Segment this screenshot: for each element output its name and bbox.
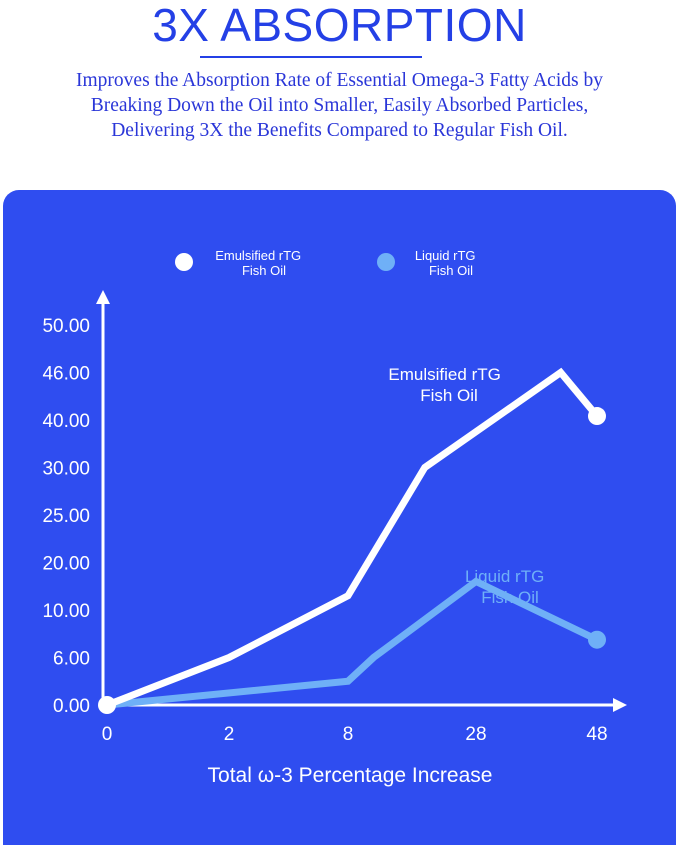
series-line-liquid	[103, 577, 601, 709]
chart-axes	[96, 290, 627, 712]
y-tick-label: 30.00	[42, 459, 90, 480]
subtitle-line: Improves the Absorption Rate of Essentia…	[76, 70, 603, 91]
legend-marker-emulsified	[175, 253, 193, 271]
series-label-line: Fish Oil	[481, 588, 539, 607]
y-tick-label: 46.00	[42, 364, 90, 385]
series-label-line: Fish Oil	[420, 386, 478, 405]
series-end-point-liquid	[588, 630, 606, 649]
chart-panel	[3, 190, 676, 845]
x-axis-arrow	[613, 698, 627, 712]
legend-label-line: Emulsified rTG	[215, 248, 301, 263]
legend-label-line: Fish Oil	[242, 263, 286, 278]
y-tick-label: 20.00	[42, 554, 90, 575]
chart-series	[98, 367, 606, 714]
y-axis-arrow	[96, 290, 110, 304]
page-subtitle: Improves the Absorption Rate of Essentia…	[14, 68, 665, 143]
series-label-line: Liquid rTG	[465, 567, 544, 586]
page-title: 3X ABSORPTION	[152, 0, 527, 51]
legend-label-liquid: Liquid rTG Fish Oil	[415, 248, 479, 278]
y-tick-labels: 0.00 6.00 10.00 20.00 25.00 30.00 40.00 46.00 50…	[42, 316, 90, 717]
subtitle-line: Breaking Down the Oil into Smaller, Easi…	[90, 95, 589, 116]
y-tick-label: 50.00	[42, 316, 90, 337]
legend-label-line: Liquid rTG	[415, 248, 476, 263]
x-tick-label: 8	[343, 724, 354, 745]
x-tick-label: 48	[586, 724, 607, 745]
title-underline	[200, 56, 422, 58]
y-tick-label: 10.00	[42, 601, 90, 622]
series-label-liquid: Liquid rTG Fish Oil	[465, 567, 549, 607]
series-label-line: Emulsified rTG	[388, 365, 500, 384]
y-tick-label: 6.00	[53, 649, 90, 670]
y-tick-label: 40.00	[42, 411, 90, 432]
x-tick-labels: 0 2 8 28 48	[102, 724, 608, 745]
legend-label-line: Fish Oil	[429, 263, 473, 278]
y-tick-label: 0.00	[53, 696, 90, 717]
series-label-emulsified: Emulsified rTG Fish Oil	[388, 365, 505, 405]
y-tick-label: 25.00	[42, 506, 90, 527]
x-tick-label: 2	[224, 724, 235, 745]
subtitle-line: Delivering 3X the Benefits Compared to R…	[111, 120, 568, 141]
series-line-emulsified	[103, 367, 601, 709]
legend-marker-liquid	[377, 253, 395, 271]
origin-point	[98, 696, 116, 714]
chart-legend: Emulsified rTG Fish Oil Liquid rTG Fish …	[175, 248, 479, 278]
x-tick-label: 28	[465, 724, 486, 745]
series-end-point-emulsified	[588, 407, 606, 426]
x-tick-label: 0	[102, 724, 113, 745]
legend-label-emulsified: Emulsified rTG Fish Oil	[215, 248, 305, 278]
x-axis-title: Total ω-3 Percentage Increase	[208, 764, 493, 787]
